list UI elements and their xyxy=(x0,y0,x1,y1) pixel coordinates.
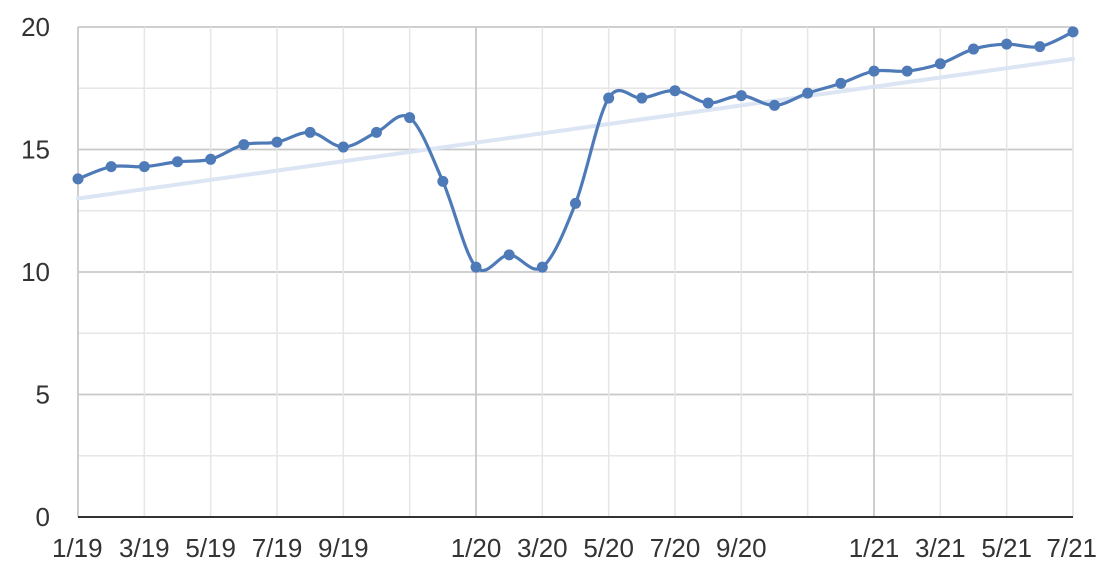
data-point xyxy=(570,197,581,209)
grid-lines xyxy=(77,26,1074,518)
x-tick-label: 7/20 xyxy=(650,533,701,563)
data-point xyxy=(404,112,416,124)
x-tick-label: 1/20 xyxy=(451,533,502,563)
trendline-layer xyxy=(76,56,1075,201)
series-line-layer xyxy=(77,30,1074,272)
data-point xyxy=(1034,41,1046,53)
data-point xyxy=(1067,26,1079,38)
data-point xyxy=(337,141,349,153)
x-tick-label: 9/19 xyxy=(318,533,369,563)
y-tick-label: 10 xyxy=(21,257,50,287)
x-tick-label: 5/20 xyxy=(583,533,634,563)
series-line xyxy=(77,30,1074,272)
data-point xyxy=(371,126,382,138)
data-point xyxy=(304,126,316,138)
data-point xyxy=(138,161,150,173)
data-point xyxy=(470,261,482,273)
data-point xyxy=(669,85,681,97)
x-axis-labels: 1/19 3/19 5/19 7/19 9/19 1/20 3/20 5/20 7/20 9/20… xyxy=(52,533,1097,563)
data-point xyxy=(835,77,847,89)
data-point xyxy=(503,249,515,261)
data-point xyxy=(603,92,615,104)
x-tick-label: 1/19 xyxy=(52,533,103,563)
data-point xyxy=(702,97,714,109)
y-tick-label: 5 xyxy=(36,380,50,410)
data-points xyxy=(72,26,1079,273)
data-point xyxy=(172,156,183,168)
x-tick-label: 7/19 xyxy=(252,533,303,563)
y-tick-label: 15 xyxy=(21,135,50,165)
data-point xyxy=(238,139,250,151)
data-point xyxy=(735,90,747,102)
trendline xyxy=(76,56,1075,201)
data-point xyxy=(636,92,648,104)
data-point xyxy=(437,175,449,187)
data-point xyxy=(802,87,814,99)
data-point xyxy=(105,161,117,173)
data-point xyxy=(769,99,780,111)
data-point xyxy=(536,261,548,273)
data-point xyxy=(205,153,217,165)
x-tick-label: 1/21 xyxy=(849,533,900,563)
y-tick-label: 20 xyxy=(21,12,50,42)
data-point xyxy=(271,136,283,148)
x-tick-label: 7/21 xyxy=(1046,533,1097,563)
data-point xyxy=(901,65,913,77)
data-point xyxy=(868,65,880,77)
data-point xyxy=(1001,38,1013,50)
y-tick-label: 0 xyxy=(36,502,50,532)
data-point xyxy=(968,43,979,55)
x-tick-label: 5/19 xyxy=(185,533,236,563)
x-tick-label: 3/20 xyxy=(517,533,568,563)
data-point xyxy=(72,173,84,185)
x-tick-label: 3/19 xyxy=(119,533,170,563)
x-tick-label: 3/21 xyxy=(915,533,966,563)
x-tick-label: 9/20 xyxy=(716,533,767,563)
y-axis-labels: 0 5 10 15 20 xyxy=(21,12,50,532)
x-tick-label: 5/21 xyxy=(981,533,1032,563)
data-point xyxy=(934,58,946,70)
